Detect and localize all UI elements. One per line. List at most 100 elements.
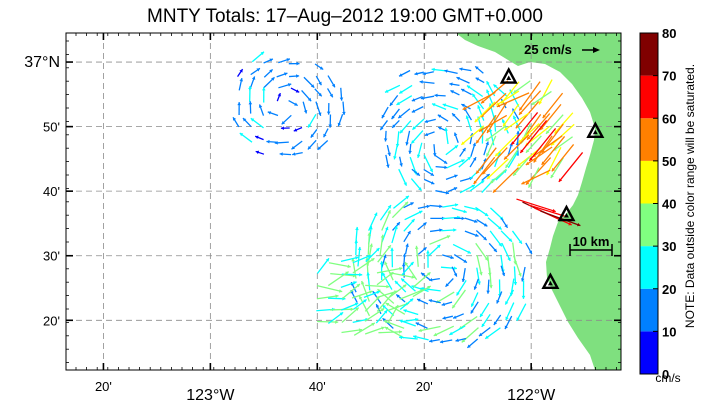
current-vector [513, 80, 531, 94]
current-vector-head [286, 58, 290, 62]
current-vector [461, 327, 479, 343]
current-vector-head [363, 299, 367, 303]
current-vector-head [395, 305, 399, 309]
current-vector-head [415, 322, 420, 326]
current-vector [379, 234, 384, 256]
current-vector-head [396, 101, 400, 105]
colorbar-tick-label: 70 [662, 69, 676, 84]
current-vector-head [501, 272, 506, 277]
current-vector-head [386, 164, 390, 168]
current-vector [316, 257, 330, 274]
current-vector-head [421, 272, 425, 277]
current-vector-head [513, 172, 517, 176]
current-vector-head [449, 331, 453, 335]
current-vector [474, 101, 496, 123]
current-vector-head [444, 127, 448, 131]
current-vector [485, 125, 507, 142]
current-vector-head [338, 289, 343, 293]
current-vector-head [481, 100, 485, 104]
current-vector-head [429, 278, 433, 282]
current-vector-head [427, 286, 431, 290]
current-vector-head [528, 184, 532, 188]
current-vector-head [295, 89, 300, 93]
current-vector-head [517, 163, 521, 167]
current-vector-head [533, 159, 537, 163]
current-vector [404, 210, 423, 221]
current-vector-head [385, 89, 389, 93]
current-vector [377, 288, 395, 304]
current-vector-head [473, 286, 478, 290]
current-vector [481, 147, 508, 175]
current-vector [485, 135, 497, 157]
current-vector-head [493, 84, 497, 88]
current-vector-head [486, 290, 490, 294]
current-vector-head [255, 135, 259, 140]
lon-label: 40' [309, 379, 326, 394]
current-vector-head [442, 316, 446, 320]
current-vector-head [486, 89, 490, 94]
colorbar-note: NOTE: Data outside color range will be s… [683, 64, 697, 328]
current-vector-head [473, 180, 477, 185]
current-vector-head [310, 84, 315, 88]
current-vector-head [465, 115, 470, 119]
current-vector-head [456, 76, 460, 81]
current-vector-head [239, 78, 244, 82]
current-vector-head [291, 146, 295, 150]
current-vector-head [267, 111, 272, 115]
current-vector-head [454, 174, 458, 178]
current-vector-head [399, 129, 404, 134]
map-grid [66, 33, 621, 370]
current-vector [376, 267, 403, 274]
current-vector-head [426, 250, 430, 254]
current-vector [519, 119, 548, 154]
current-vector-head [424, 119, 428, 124]
current-vector [488, 267, 492, 289]
current-vector-head [511, 141, 515, 145]
current-vector-head [335, 294, 339, 298]
colorbar-segment [640, 246, 658, 289]
current-vector-head [296, 61, 300, 66]
current-vector-head [283, 72, 288, 76]
current-vector-head [287, 83, 292, 87]
current-vector-head [427, 272, 431, 276]
current-vector-head [307, 145, 312, 150]
current-vector-head [402, 253, 407, 257]
current-vector [379, 204, 392, 221]
current-vector-head [359, 295, 363, 300]
current-vector [376, 271, 394, 286]
current-vector [507, 151, 519, 169]
current-vector-head [326, 111, 331, 115]
current-vector [398, 336, 418, 340]
current-vector [352, 257, 375, 274]
current-vector-head [404, 201, 409, 206]
current-vector-head [233, 117, 237, 121]
current-vector-head [318, 112, 322, 116]
current-vector-head [380, 126, 384, 131]
current-vector-head [483, 236, 487, 241]
current-vector [399, 289, 424, 300]
station-south-core [547, 280, 553, 286]
current-vector-head [461, 159, 465, 163]
current-vector-head [444, 165, 448, 170]
current-vector-head [518, 272, 522, 277]
station-center-core [563, 213, 569, 218]
current-vector-head [237, 102, 241, 106]
current-vector-head [413, 335, 417, 339]
current-vector-head [387, 152, 391, 156]
current-vector-head [454, 203, 459, 207]
current-vector-head [434, 93, 438, 98]
current-vector [364, 296, 381, 312]
current-vector [542, 92, 564, 119]
current-vector-head [398, 114, 402, 119]
current-vector-head [380, 308, 385, 312]
current-vector [486, 102, 508, 134]
current-vector [532, 135, 563, 158]
current-vector [364, 307, 385, 322]
current-vector [484, 327, 501, 340]
current-vector [460, 125, 485, 146]
current-vector-head [383, 138, 388, 142]
current-vector [502, 103, 520, 127]
current-vector [538, 79, 553, 105]
current-vector [451, 289, 466, 309]
current-vector-head [411, 275, 415, 279]
